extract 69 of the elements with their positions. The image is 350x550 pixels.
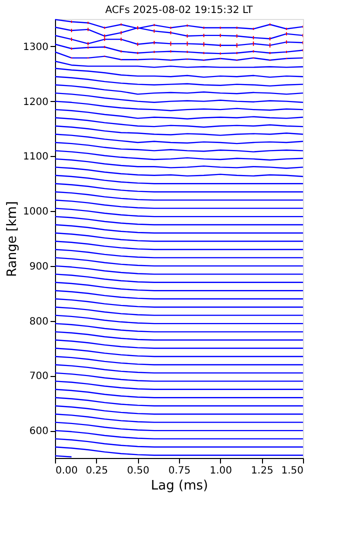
line-series — [55, 44, 303, 54]
line-series — [55, 224, 303, 234]
line-series — [55, 60, 303, 68]
x-tick-label: 0.25 — [86, 466, 108, 476]
line-series — [55, 339, 303, 349]
line-series — [55, 92, 303, 104]
line-series — [55, 34, 303, 46]
line-series — [55, 134, 303, 144]
line-series — [55, 183, 303, 192]
line-series — [55, 438, 303, 448]
y-tick-label: 1300 — [23, 42, 48, 53]
line-series — [55, 51, 303, 61]
line-series — [55, 100, 303, 112]
chart-title: ACFs 2025-08-02 19:15:32 LT — [105, 5, 254, 16]
line-series — [55, 208, 303, 218]
y-tick-label: 1000 — [23, 206, 48, 218]
x-tick-label: 0.00 — [56, 466, 78, 476]
line-series — [55, 274, 303, 283]
y-axis-title: Range [km] — [5, 201, 20, 277]
y-tick-label: 700 — [29, 371, 48, 382]
line-series — [55, 380, 303, 390]
line-series — [55, 348, 303, 358]
line-series — [55, 356, 303, 366]
line-series — [55, 298, 303, 308]
line-series — [55, 240, 303, 250]
x-tick-label: 1.00 — [210, 466, 232, 476]
line-series — [55, 76, 303, 87]
line-series — [55, 397, 303, 406]
y-tick-label: 800 — [29, 316, 48, 328]
line-series — [55, 84, 303, 95]
line-series — [55, 257, 303, 267]
line-series — [55, 166, 303, 178]
line-series — [55, 430, 303, 440]
line-series — [55, 68, 303, 78]
line-series — [55, 117, 303, 128]
line-series — [55, 422, 303, 432]
x-tick-label: 1.50 — [281, 466, 304, 476]
x-tick-label: 0.75 — [168, 466, 191, 476]
line-series — [55, 191, 303, 201]
line-series — [55, 331, 303, 341]
line-series — [55, 265, 303, 275]
line-series — [55, 414, 303, 423]
line-series — [55, 290, 303, 300]
x-tick-label: 1.25 — [251, 466, 274, 476]
line-series — [55, 314, 303, 324]
line-series — [55, 142, 303, 152]
line-series — [55, 216, 303, 226]
line-series — [55, 232, 303, 242]
line-series — [55, 108, 303, 120]
y-tick-label: 1200 — [23, 96, 48, 108]
x-axis-title: Lag (ms) — [150, 478, 208, 494]
line-series — [55, 248, 303, 258]
line-series — [55, 372, 303, 382]
line-series — [55, 158, 303, 169]
line-series — [55, 199, 303, 209]
line-series — [55, 388, 303, 398]
line-series — [55, 364, 303, 374]
line-series — [55, 446, 303, 456]
line-series — [55, 306, 303, 316]
y-tick-label: 900 — [29, 261, 48, 272]
x-tick-label: 0.50 — [127, 466, 150, 476]
y-tick-label: 1100 — [23, 152, 48, 163]
y-tick-label: 600 — [29, 426, 48, 438]
line-series — [55, 405, 303, 415]
line-series — [55, 150, 303, 161]
line-series — [55, 125, 303, 136]
line-series — [55, 282, 303, 292]
line-series — [55, 322, 303, 332]
line-series — [55, 174, 303, 184]
